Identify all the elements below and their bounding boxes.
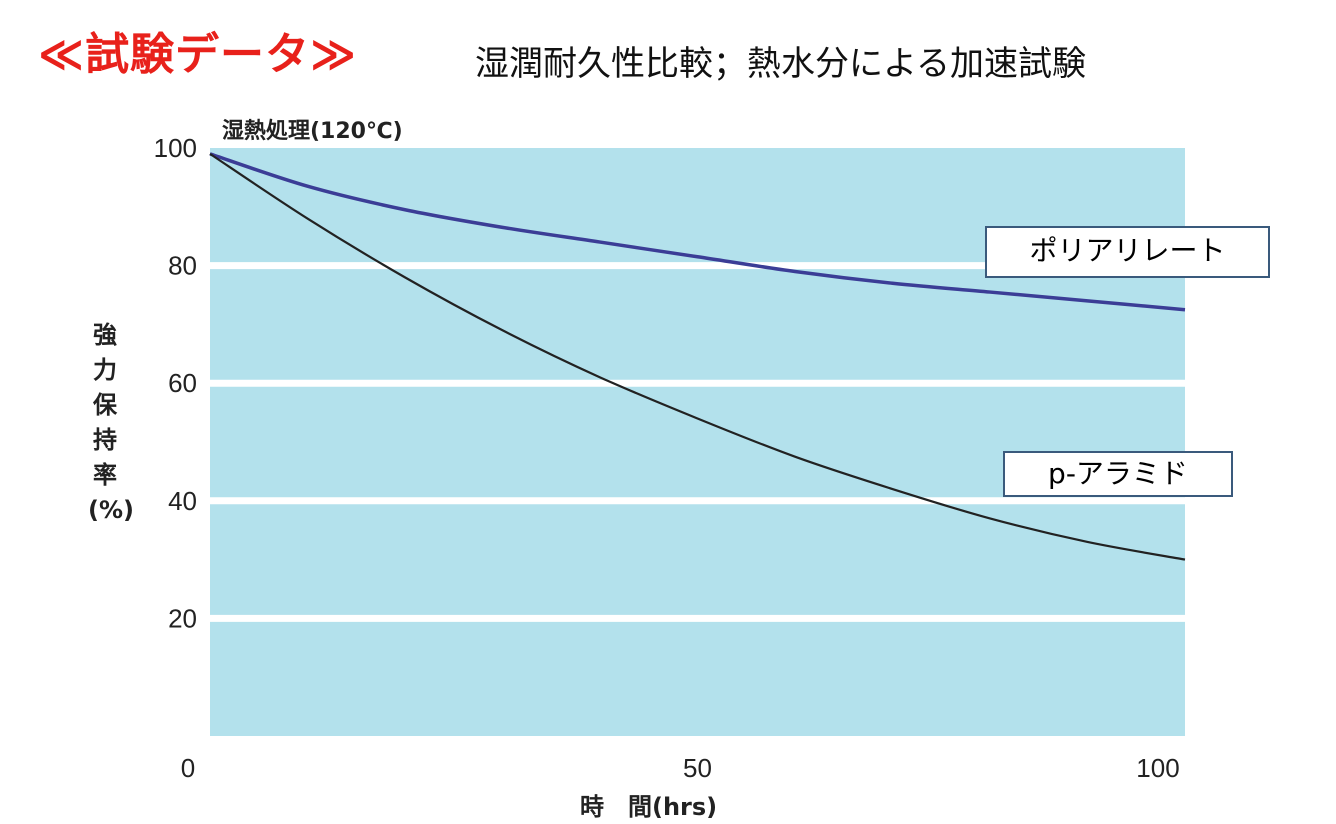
y-axis-label: 強力保持率(%) xyxy=(88,321,134,524)
page-subtitle: 湿潤耐久性比較；熱水分による加速試験 xyxy=(475,44,1086,84)
y-tick-label: 40 xyxy=(168,486,197,516)
series-line-polyarylate xyxy=(209,152,1186,312)
x-axis-label: 時 間(hrs) xyxy=(580,793,717,821)
page-title: ≪試験データ≫ xyxy=(38,29,358,80)
legend-polyarylate: ポリアリレート xyxy=(985,226,1270,278)
x-tick-label: 100 xyxy=(1136,753,1179,783)
legend-polyarylate-label: ポリアリレート xyxy=(1029,234,1226,267)
y-tick-label: 60 xyxy=(168,368,197,398)
x-tick-label: 50 xyxy=(683,753,712,783)
x-tick-label: 0 xyxy=(181,753,195,783)
series-lines xyxy=(209,152,1186,561)
x-axis-ticks: 0 50 100 xyxy=(181,753,1180,783)
series-line-aramid xyxy=(209,152,1186,561)
legend-aramid-label: p-アラミド xyxy=(1048,457,1188,490)
y-tick-label: 20 xyxy=(168,603,197,633)
y-tick-label: 100 xyxy=(154,133,197,163)
y-tick-label: 80 xyxy=(168,251,197,281)
legend-aramid: p-アラミド xyxy=(1003,451,1233,497)
chart-title: 湿熱処理(120℃) xyxy=(222,118,403,144)
y-axis-ticks: 20 40 60 80 100 xyxy=(154,133,197,633)
